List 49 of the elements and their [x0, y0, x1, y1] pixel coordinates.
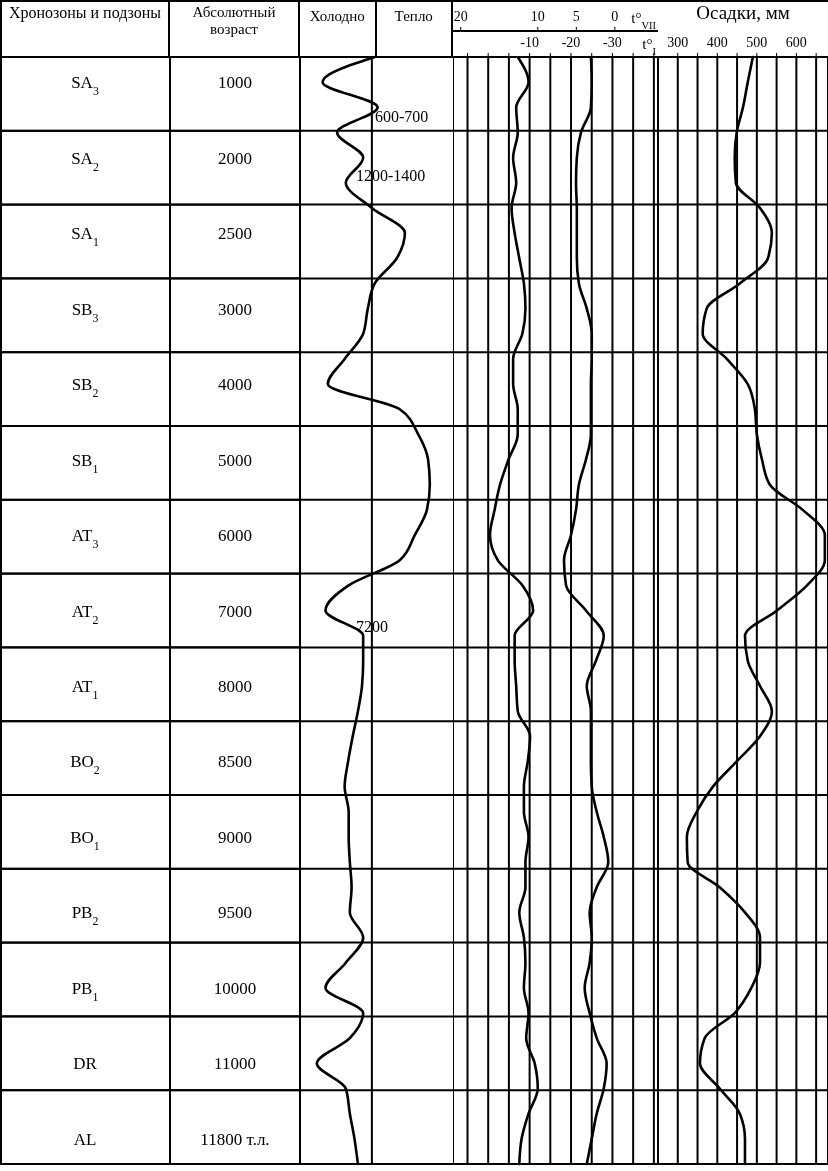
x-axis-title: t°$_{I}$ [642, 36, 657, 57]
y2-tick-label: 2000 [218, 148, 252, 168]
y-tick-label: SA$_{2}$ [71, 148, 99, 174]
y-tick-label: PB$_{1}$ [71, 978, 99, 1004]
x-tick-label: 500 [746, 35, 768, 50]
y2-tick-label: 4000 [218, 375, 252, 395]
x2-tick-label: 10 [530, 9, 545, 24]
x-tick-label: -30 [603, 35, 622, 50]
y-tick-label: DR [73, 1054, 98, 1074]
y2-tick-label: 10000 [213, 978, 257, 998]
x-tick-label: 600 [785, 35, 807, 50]
y2-tick-label: 9000 [218, 827, 252, 847]
y-axis-title: Хронозоны и подзоны [0, 2, 170, 57]
y-tick-label: SB$_{1}$ [71, 450, 99, 476]
x2-tick-label: 0 [611, 9, 619, 24]
chart-title: Осадки, мм [695, 2, 791, 24]
x2-tick-label: 5 [572, 9, 580, 24]
y2-tick-label: 2500 [218, 224, 252, 244]
x2-tick-label: 20 [453, 9, 468, 24]
y2-axis-title: Абсолютный возраст [170, 2, 300, 57]
y-tick-label: BO$_{2}$ [70, 752, 100, 778]
x-tick-label: -10 [520, 35, 539, 50]
y-tick-label: PB$_{2}$ [71, 903, 99, 929]
x2-axis-title: t°$_{VII}$ [631, 10, 657, 31]
x-tick-label: 300 [667, 35, 689, 50]
y-tick-label: AT$_{3}$ [71, 526, 99, 552]
y-tick-label: SB$_{2}$ [71, 375, 99, 401]
y-tick-label: SB$_{3}$ [71, 299, 99, 325]
y-tick-label: SA$_{1}$ [71, 224, 99, 250]
x-tick-label: 400 [706, 35, 728, 50]
y-tick-label: SA$_{3}$ [71, 73, 99, 99]
y2-tick-label: 7000 [218, 601, 252, 621]
text: Холодно [300, 2, 377, 57]
x-tick-label: -20 [561, 35, 581, 50]
y2-tick-label: 3000 [218, 299, 252, 319]
y-tick-label: AL [73, 1129, 97, 1149]
y-tick-label: BO$_{1}$ [70, 827, 100, 853]
y2-tick-label: 1000 [218, 73, 252, 93]
y2-tick-label: 11000 [214, 1054, 256, 1074]
y2-tick-label: 9500 [218, 903, 252, 923]
y-tick-label: AT$_{2}$ [71, 601, 99, 627]
y2-tick-label: 5000 [218, 450, 252, 470]
y2-tick-label: 11800 т.л. [200, 1129, 270, 1149]
annotation: 600-700 [375, 108, 429, 126]
y2-tick-label: 8000 [218, 676, 252, 696]
y2-tick-label: 6000 [218, 526, 252, 546]
text: Тепло [376, 2, 453, 57]
y-tick-label: AT$_{1}$ [71, 676, 99, 702]
y2-tick-label: 8500 [218, 752, 252, 772]
